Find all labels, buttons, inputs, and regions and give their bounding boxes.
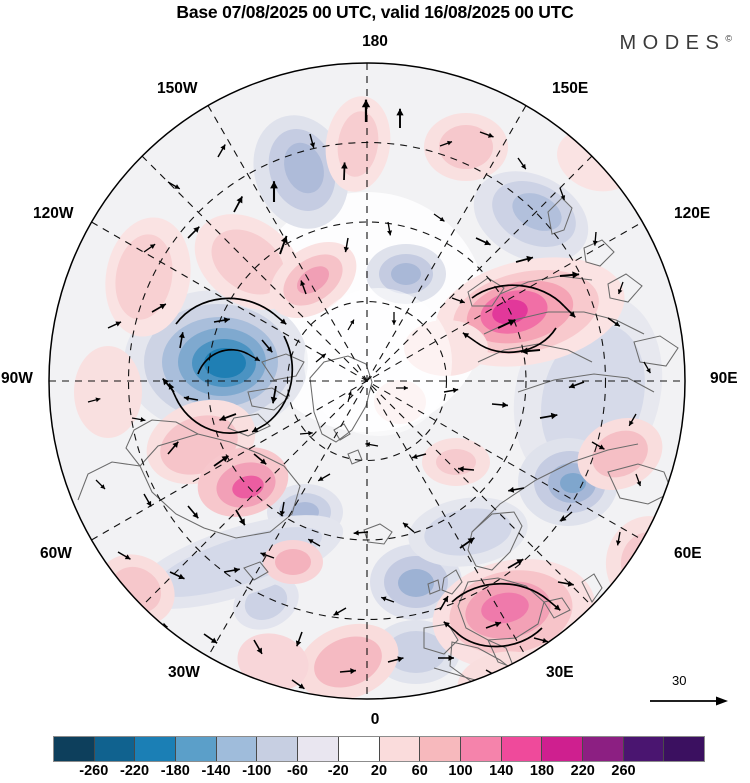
colorbar-cell-15 bbox=[664, 737, 704, 761]
lon-90w-label: 90W bbox=[1, 370, 33, 387]
lon-60e-label: 60E bbox=[674, 545, 702, 562]
colorbar-tick-260: 260 bbox=[611, 763, 636, 779]
colorbar-tick-100: 100 bbox=[448, 763, 473, 779]
globe-outline bbox=[48, 62, 686, 700]
colorbar-tick-60: 60 bbox=[411, 763, 428, 779]
coastlines bbox=[77, 197, 679, 699]
colorbar-cell-3 bbox=[176, 737, 217, 761]
colorbar-cell-1 bbox=[94, 737, 136, 761]
lon-30e-label: 30E bbox=[546, 664, 574, 681]
colorbar-cell-4 bbox=[216, 737, 258, 761]
polar-stereographic-map bbox=[48, 62, 686, 700]
wind-vectors bbox=[86, 98, 654, 693]
colorbar-tick--260: -260 bbox=[79, 763, 109, 779]
colorbar-tick--180: -180 bbox=[160, 763, 190, 779]
lon-150e-label: 150E bbox=[552, 80, 589, 97]
colorbar-cell-6 bbox=[298, 737, 339, 761]
lon-30w-label: 30W bbox=[168, 664, 200, 681]
colorbar-cell-11 bbox=[501, 737, 543, 761]
lon-120w-label: 120W bbox=[33, 205, 74, 222]
lon-150w-label: 150W bbox=[157, 80, 198, 97]
reference-vector-label: 30 bbox=[672, 673, 687, 688]
map-canvas bbox=[48, 62, 686, 700]
colorbar-cell-8 bbox=[379, 737, 421, 761]
lon-0-label: 0 bbox=[370, 711, 380, 728]
colorbar-tick-180: 180 bbox=[529, 763, 555, 779]
colorbar-cell-9 bbox=[420, 737, 461, 761]
colorbar-cell-0 bbox=[54, 737, 95, 761]
lon-60w-label: 60W bbox=[40, 545, 72, 562]
colorbar-cell-12 bbox=[542, 737, 583, 761]
copyright-mark: © bbox=[725, 33, 732, 44]
page-title: Base 07/08/2025 00 UTC, valid 16/08/2025… bbox=[176, 2, 574, 22]
colorbar-tick-220: 220 bbox=[570, 763, 595, 779]
colorbar-cell-2 bbox=[135, 737, 177, 761]
colorbar-tick--140: -140 bbox=[201, 763, 231, 779]
colorbar-ticks: -260 -220 -180 -140 -100 -60 -20 20 60 100 140 180 2… bbox=[53, 763, 705, 783]
modes-logo: MODES© bbox=[620, 32, 732, 55]
colorbar-tick-20: 20 bbox=[370, 763, 388, 779]
colorbar-tick--100: -100 bbox=[242, 763, 272, 779]
arrow-right-icon bbox=[650, 696, 728, 706]
colorbar-tick--220: -220 bbox=[119, 763, 150, 779]
colorbar bbox=[53, 736, 705, 762]
colorbar-tick-140: 140 bbox=[489, 763, 514, 779]
colorbar-cell-10 bbox=[460, 737, 502, 761]
colorbar-cell-13 bbox=[582, 737, 624, 761]
colorbar-cell-7 bbox=[338, 737, 380, 761]
colorbar-tick--60: -60 bbox=[287, 763, 308, 779]
colorbar-cell-5 bbox=[257, 737, 299, 761]
lon-120e-label: 120E bbox=[674, 205, 711, 222]
reference-vector: 30 bbox=[648, 673, 740, 715]
lon-180-label: 180 bbox=[362, 33, 388, 50]
colorbar-tick--20: -20 bbox=[327, 763, 349, 779]
colorbar-cell-14 bbox=[623, 737, 665, 761]
modes-logo-text: MODES bbox=[619, 32, 726, 54]
graticule bbox=[49, 63, 685, 699]
lon-90e-label: 90E bbox=[710, 370, 738, 387]
